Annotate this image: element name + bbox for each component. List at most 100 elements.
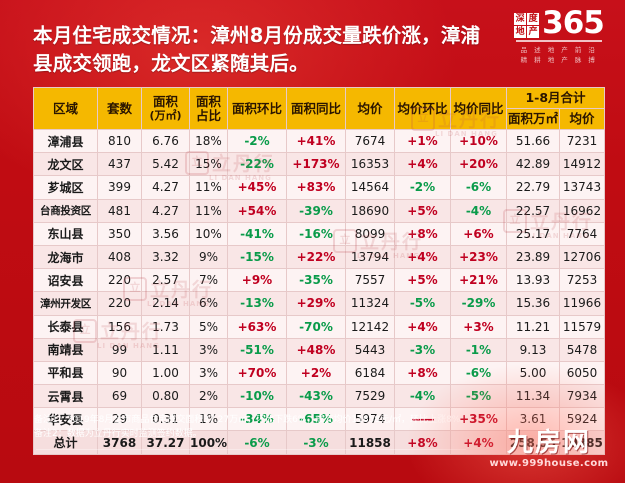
cell-area-share: 11% <box>189 175 228 200</box>
cell-region-value: 漳浦县 <box>47 134 84 149</box>
cell-area-value: 1.00 <box>152 365 179 380</box>
col-header-area-line1: 面积 <box>152 93 178 109</box>
cell-price-yoy-value: +6% <box>463 226 494 241</box>
cell-price-mom: —— <box>394 407 451 432</box>
cell-area-yoy: -65% <box>286 407 346 432</box>
cell-region-value: 平和县 <box>47 366 84 381</box>
cell-area-mom-value: -2% <box>244 134 270 149</box>
brand-mark-char-1: 度 <box>527 13 540 25</box>
cell-area-yoy: -39% <box>286 198 346 223</box>
cell-avg-price: 13794 <box>345 244 395 270</box>
cell-area-share: 100% <box>189 430 228 455</box>
cell-price-yoy: +20% <box>450 152 507 177</box>
cell-area: 0.80 <box>141 384 190 409</box>
cell-price-yoy-value: +21% <box>459 273 498 288</box>
table-row: 东山县 350 3.56 10% -41% -16% 8099 +8% +6% 25.17 7764 <box>33 221 605 246</box>
cell-region-value: 芗城区 <box>47 180 84 195</box>
cell-region-value: 龙文区 <box>47 157 84 172</box>
cell-price-yoy-value: +20% <box>459 157 498 172</box>
cell-region: 诏安县 <box>33 268 98 293</box>
cell-units-value: 399 <box>108 180 131 195</box>
cell-units: 3768 <box>97 430 142 455</box>
cell-price-yoy-value: -4% <box>465 203 492 218</box>
cell-price-yoy: -29% <box>450 291 507 316</box>
cell-ytd-area-value: 11.34 <box>515 389 551 404</box>
cell-units-value: 156 <box>108 319 131 334</box>
cell-area-mom: -41% <box>227 221 287 246</box>
cell-ytd-price-value: 16962 <box>562 203 602 218</box>
cell-area-value: 0.31 <box>152 412 179 427</box>
cell-ytd-area-value: 11.21 <box>515 319 551 334</box>
cell-ytd-price: 6050 <box>559 360 605 386</box>
cell-price-mom: +4% <box>394 152 451 177</box>
cell-price-mom: -3% <box>394 337 451 362</box>
cell-area-value: 5.42 <box>152 157 179 172</box>
table-row: 漳浦县 810 6.76 18% -2% +41% 7674 +1% +10% 51.66 7231 <box>33 128 605 154</box>
cell-area-yoy: -70% <box>286 314 346 339</box>
cell-price-mom-value: +4% <box>407 157 438 172</box>
cell-area-yoy: -43% <box>286 384 346 409</box>
cell-ytd-price: 7231 <box>559 128 605 154</box>
cell-price-mom-value: +8% <box>407 435 438 450</box>
cell-price-mom-value: +4% <box>407 319 438 334</box>
footer-logo-url: www.999house.com <box>489 458 609 469</box>
cell-ytd-area-value: 15.36 <box>515 296 551 311</box>
brand-logo-top: 深 度 地 产 365 <box>505 8 613 39</box>
cell-area-share-value: 6% <box>198 296 219 311</box>
cell-area-value: 37.27 <box>146 435 185 450</box>
col-header-group-ytd: 1-8月合计 <box>506 87 605 109</box>
cell-ytd-area: 13.93 <box>506 268 560 293</box>
cell-units: 156 <box>97 314 142 339</box>
cell-price-mom: +5% <box>394 198 451 223</box>
cell-ytd-price: 7253 <box>559 268 605 293</box>
cell-area-mom: -22% <box>227 152 287 177</box>
cell-area-share-value: 7% <box>198 273 219 288</box>
col-header-area: 面积 (万㎡) <box>141 87 190 130</box>
cell-avg-price-value: 5974 <box>354 412 386 427</box>
cell-ytd-price-value: 11579 <box>562 319 602 334</box>
cell-ytd-price: 11966 <box>559 291 605 316</box>
cell-area: 3.56 <box>141 221 190 246</box>
cell-avg-price-value: 12142 <box>350 319 390 334</box>
cell-area: 4.27 <box>141 198 190 223</box>
cell-area-mom-value: -34% <box>240 412 274 427</box>
cell-units: 437 <box>97 152 142 177</box>
cell-region-value: 龙海市 <box>47 250 84 265</box>
cell-price-yoy: -6% <box>450 360 507 386</box>
cell-ytd-price: 10885 <box>559 430 605 455</box>
cell-ytd-price-value: 5478 <box>566 342 598 357</box>
table-row: 芗城区 399 4.27 11% +45% +83% 14564 -2% -6% 22.79 137… <box>33 175 605 200</box>
cell-ytd-price-value: 14912 <box>562 157 602 172</box>
cell-area-value: 4.27 <box>152 180 179 195</box>
table-row: 诏安县 220 2.57 7% +9% -35% 7557 +5% +21% 13.93 7253 <box>33 268 605 293</box>
cell-price-mom-value: -2% <box>409 180 436 195</box>
col-header-region: 区域 <box>33 87 98 130</box>
cell-area-value: 1.73 <box>152 319 179 334</box>
brand-divider <box>516 40 602 42</box>
cell-price-yoy-value: +35% <box>459 412 498 427</box>
cell-region: 龙海市 <box>33 244 98 270</box>
cell-region: 长泰县 <box>33 314 98 339</box>
cell-price-mom-value: +4% <box>407 250 438 265</box>
cell-ytd-price: 14912 <box>559 152 605 177</box>
cell-units-value: 350 <box>108 226 131 241</box>
cell-area-share-value: 10% <box>195 226 222 241</box>
cell-area-mom: +63% <box>227 314 287 339</box>
cell-price-mom-value: +1% <box>407 134 438 149</box>
cell-area-mom-value: +9% <box>241 273 273 288</box>
cell-region: 芗城区 <box>33 175 98 200</box>
cell-units-value: 437 <box>108 157 131 172</box>
cell-area-mom-value: -41% <box>240 226 274 241</box>
cell-area-share: 2% <box>189 384 228 409</box>
cell-ytd-area: 25.17 <box>506 221 560 246</box>
cell-area-share-value: 2% <box>198 389 219 404</box>
col-header-area-yoy: 面积同比 <box>286 87 346 130</box>
table-row-total: 总计 3768 37.27 100% -6% -3% 11858 +8% +4% 258.55 10… <box>33 430 605 455</box>
cell-avg-price: 18690 <box>345 198 395 223</box>
cell-price-yoy: +35% <box>450 407 507 432</box>
housing-sales-table-container: 区域 套数 面积 (万㎡) 面积 占比 面积环比 面积同比 均价 均价环比 均价… <box>33 87 605 455</box>
cell-ytd-area: 3.61 <box>506 407 560 432</box>
cell-units: 99 <box>97 337 142 362</box>
cell-region-value: 诏安县 <box>47 273 84 288</box>
